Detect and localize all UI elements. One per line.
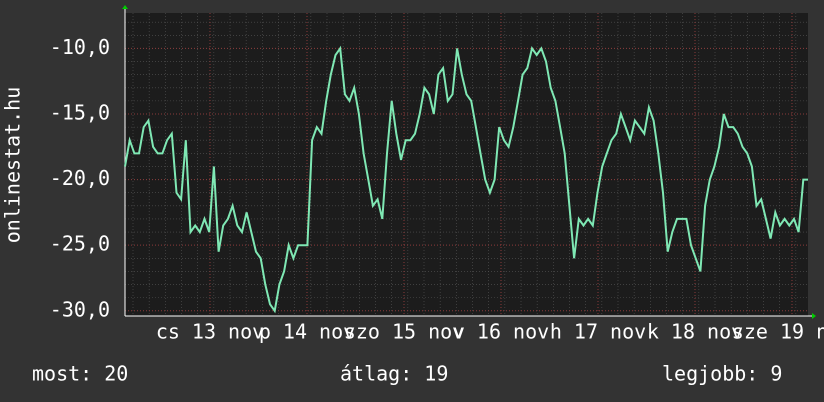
x-tick-label: cs 13 nov xyxy=(156,320,264,344)
y-tick-label: -30,0 xyxy=(50,297,110,321)
stat-best: legjobb: 9 xyxy=(662,362,782,386)
x-tick-label: k 18 nov xyxy=(647,320,743,344)
y-tick-label: -25,0 xyxy=(50,232,110,256)
x-tick-label: h 17 nov xyxy=(550,320,646,344)
y-axis-label: onlinestat.hu xyxy=(1,87,25,244)
stat-current: most: 20 xyxy=(32,362,128,386)
y-tick-label: -10,0 xyxy=(50,35,110,59)
x-tick-label: sze 19 nov xyxy=(732,320,824,344)
stat-average: átlag: 19 xyxy=(340,362,448,386)
x-axis-arrow xyxy=(812,313,816,319)
y-tick-label: -20,0 xyxy=(50,166,110,190)
y-axis-arrow xyxy=(122,5,128,9)
x-tick-label: p 14 nov xyxy=(259,320,355,344)
plot-area xyxy=(125,13,808,316)
data-line xyxy=(124,45,808,314)
x-tick-label: v 16 nov xyxy=(453,320,549,344)
y-tick-label: -15,0 xyxy=(50,101,110,125)
x-tick-label: szo 15 nov xyxy=(344,320,464,344)
